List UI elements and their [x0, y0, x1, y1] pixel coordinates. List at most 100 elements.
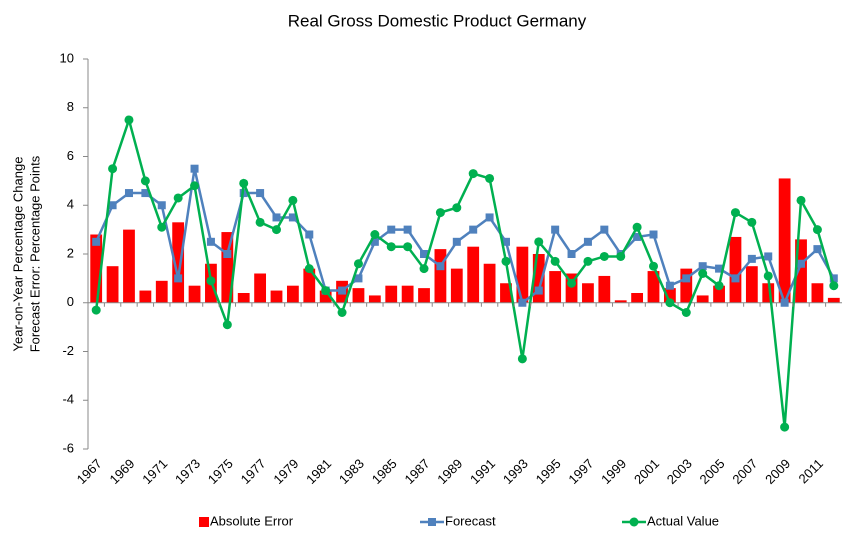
- x-tick-label: 1993: [500, 456, 531, 487]
- chart-title: Real Gross Domestic Product Germany: [288, 11, 587, 30]
- bar: [532, 254, 545, 303]
- marker: [731, 274, 740, 283]
- y-axis-title: Year-on-Year Percentage Change Forecast …: [10, 155, 42, 352]
- x-tick-label: 1981: [303, 456, 334, 487]
- marker: [665, 281, 674, 290]
- bar: [385, 285, 398, 303]
- bar: [254, 273, 267, 303]
- marker: [682, 274, 691, 283]
- x-tick-label: 1987: [402, 456, 433, 487]
- bar: [368, 295, 381, 303]
- marker: [206, 276, 216, 286]
- marker: [337, 308, 347, 317]
- marker: [599, 251, 609, 261]
- bar: [647, 271, 660, 303]
- bar: [713, 285, 725, 303]
- marker: [813, 245, 822, 254]
- marker: [812, 225, 822, 235]
- marker: [681, 308, 691, 317]
- marker: [174, 274, 183, 283]
- marker: [370, 237, 379, 246]
- bar: [418, 288, 430, 303]
- bar: [188, 285, 201, 303]
- y-tick-label: 10: [60, 50, 74, 65]
- marker: [796, 195, 806, 205]
- bar: [500, 283, 512, 303]
- legend-marker: [629, 517, 639, 527]
- bar: [90, 234, 103, 303]
- x-tick-label: 1989: [434, 456, 465, 487]
- marker: [157, 201, 166, 210]
- marker: [420, 250, 429, 258]
- marker: [387, 225, 396, 234]
- marker: [633, 232, 642, 241]
- marker: [551, 225, 560, 234]
- x-tick-label: 1969: [106, 456, 137, 487]
- marker: [632, 222, 642, 232]
- marker: [747, 217, 757, 227]
- x-tick-label: 1991: [467, 456, 498, 487]
- marker: [649, 230, 658, 239]
- marker: [485, 213, 494, 222]
- marker: [534, 286, 543, 295]
- bar: [450, 268, 463, 303]
- bar: [631, 293, 644, 303]
- marker: [452, 237, 461, 246]
- marker: [485, 173, 495, 183]
- marker: [288, 213, 297, 222]
- marker: [223, 250, 232, 258]
- marker: [255, 217, 265, 227]
- bar: [483, 263, 496, 303]
- marker: [206, 237, 215, 246]
- bar: [286, 285, 299, 303]
- bar: [434, 249, 447, 303]
- bar: [123, 229, 135, 303]
- bar: [745, 266, 758, 303]
- marker: [190, 181, 200, 191]
- marker: [108, 201, 117, 210]
- bar: [614, 300, 627, 303]
- bar: [237, 293, 250, 303]
- marker: [501, 237, 510, 246]
- marker: [403, 242, 413, 252]
- bar: [827, 297, 840, 303]
- bar: [221, 232, 234, 303]
- bar: [139, 290, 152, 303]
- marker: [747, 254, 756, 263]
- bar: [549, 271, 562, 303]
- bar: [155, 280, 168, 303]
- x-tick-label: 1973: [172, 456, 203, 487]
- x-tick-label: 1967: [74, 456, 105, 487]
- marker: [567, 250, 576, 258]
- y-tick-label: 4: [67, 197, 74, 212]
- legend-marker: [428, 518, 436, 526]
- marker: [403, 225, 412, 234]
- marker: [534, 237, 544, 247]
- y-tick-label: 2: [67, 245, 74, 260]
- bar: [172, 222, 185, 303]
- x-tick-label: 1983: [336, 456, 367, 487]
- bar: [401, 285, 414, 303]
- marker: [190, 164, 199, 173]
- legend-label: Forecast: [445, 513, 496, 528]
- marker: [419, 264, 429, 274]
- x-tick-label: 2009: [762, 456, 793, 487]
- marker: [222, 320, 232, 330]
- marker: [91, 305, 101, 315]
- bar: [319, 290, 332, 303]
- y-label-line: Year-on-Year Percentage Change: [10, 157, 25, 352]
- marker: [386, 242, 396, 252]
- x-tick-label: 1977: [238, 456, 269, 487]
- marker: [469, 225, 478, 234]
- marker: [92, 237, 101, 246]
- marker: [370, 230, 380, 239]
- y-label-line: Forecast Error: Percentage Points: [27, 155, 42, 352]
- marker: [288, 195, 298, 205]
- marker: [665, 298, 675, 308]
- marker: [353, 259, 363, 269]
- bar: [516, 246, 529, 303]
- marker: [797, 259, 806, 268]
- y-tick-label: -4: [62, 392, 74, 407]
- x-tick-label: 2001: [631, 456, 662, 487]
